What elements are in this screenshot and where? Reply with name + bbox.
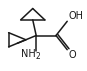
Text: 2: 2 [36,52,41,61]
Text: NH: NH [21,49,35,59]
Text: O: O [68,50,76,60]
Text: OH: OH [68,11,83,21]
